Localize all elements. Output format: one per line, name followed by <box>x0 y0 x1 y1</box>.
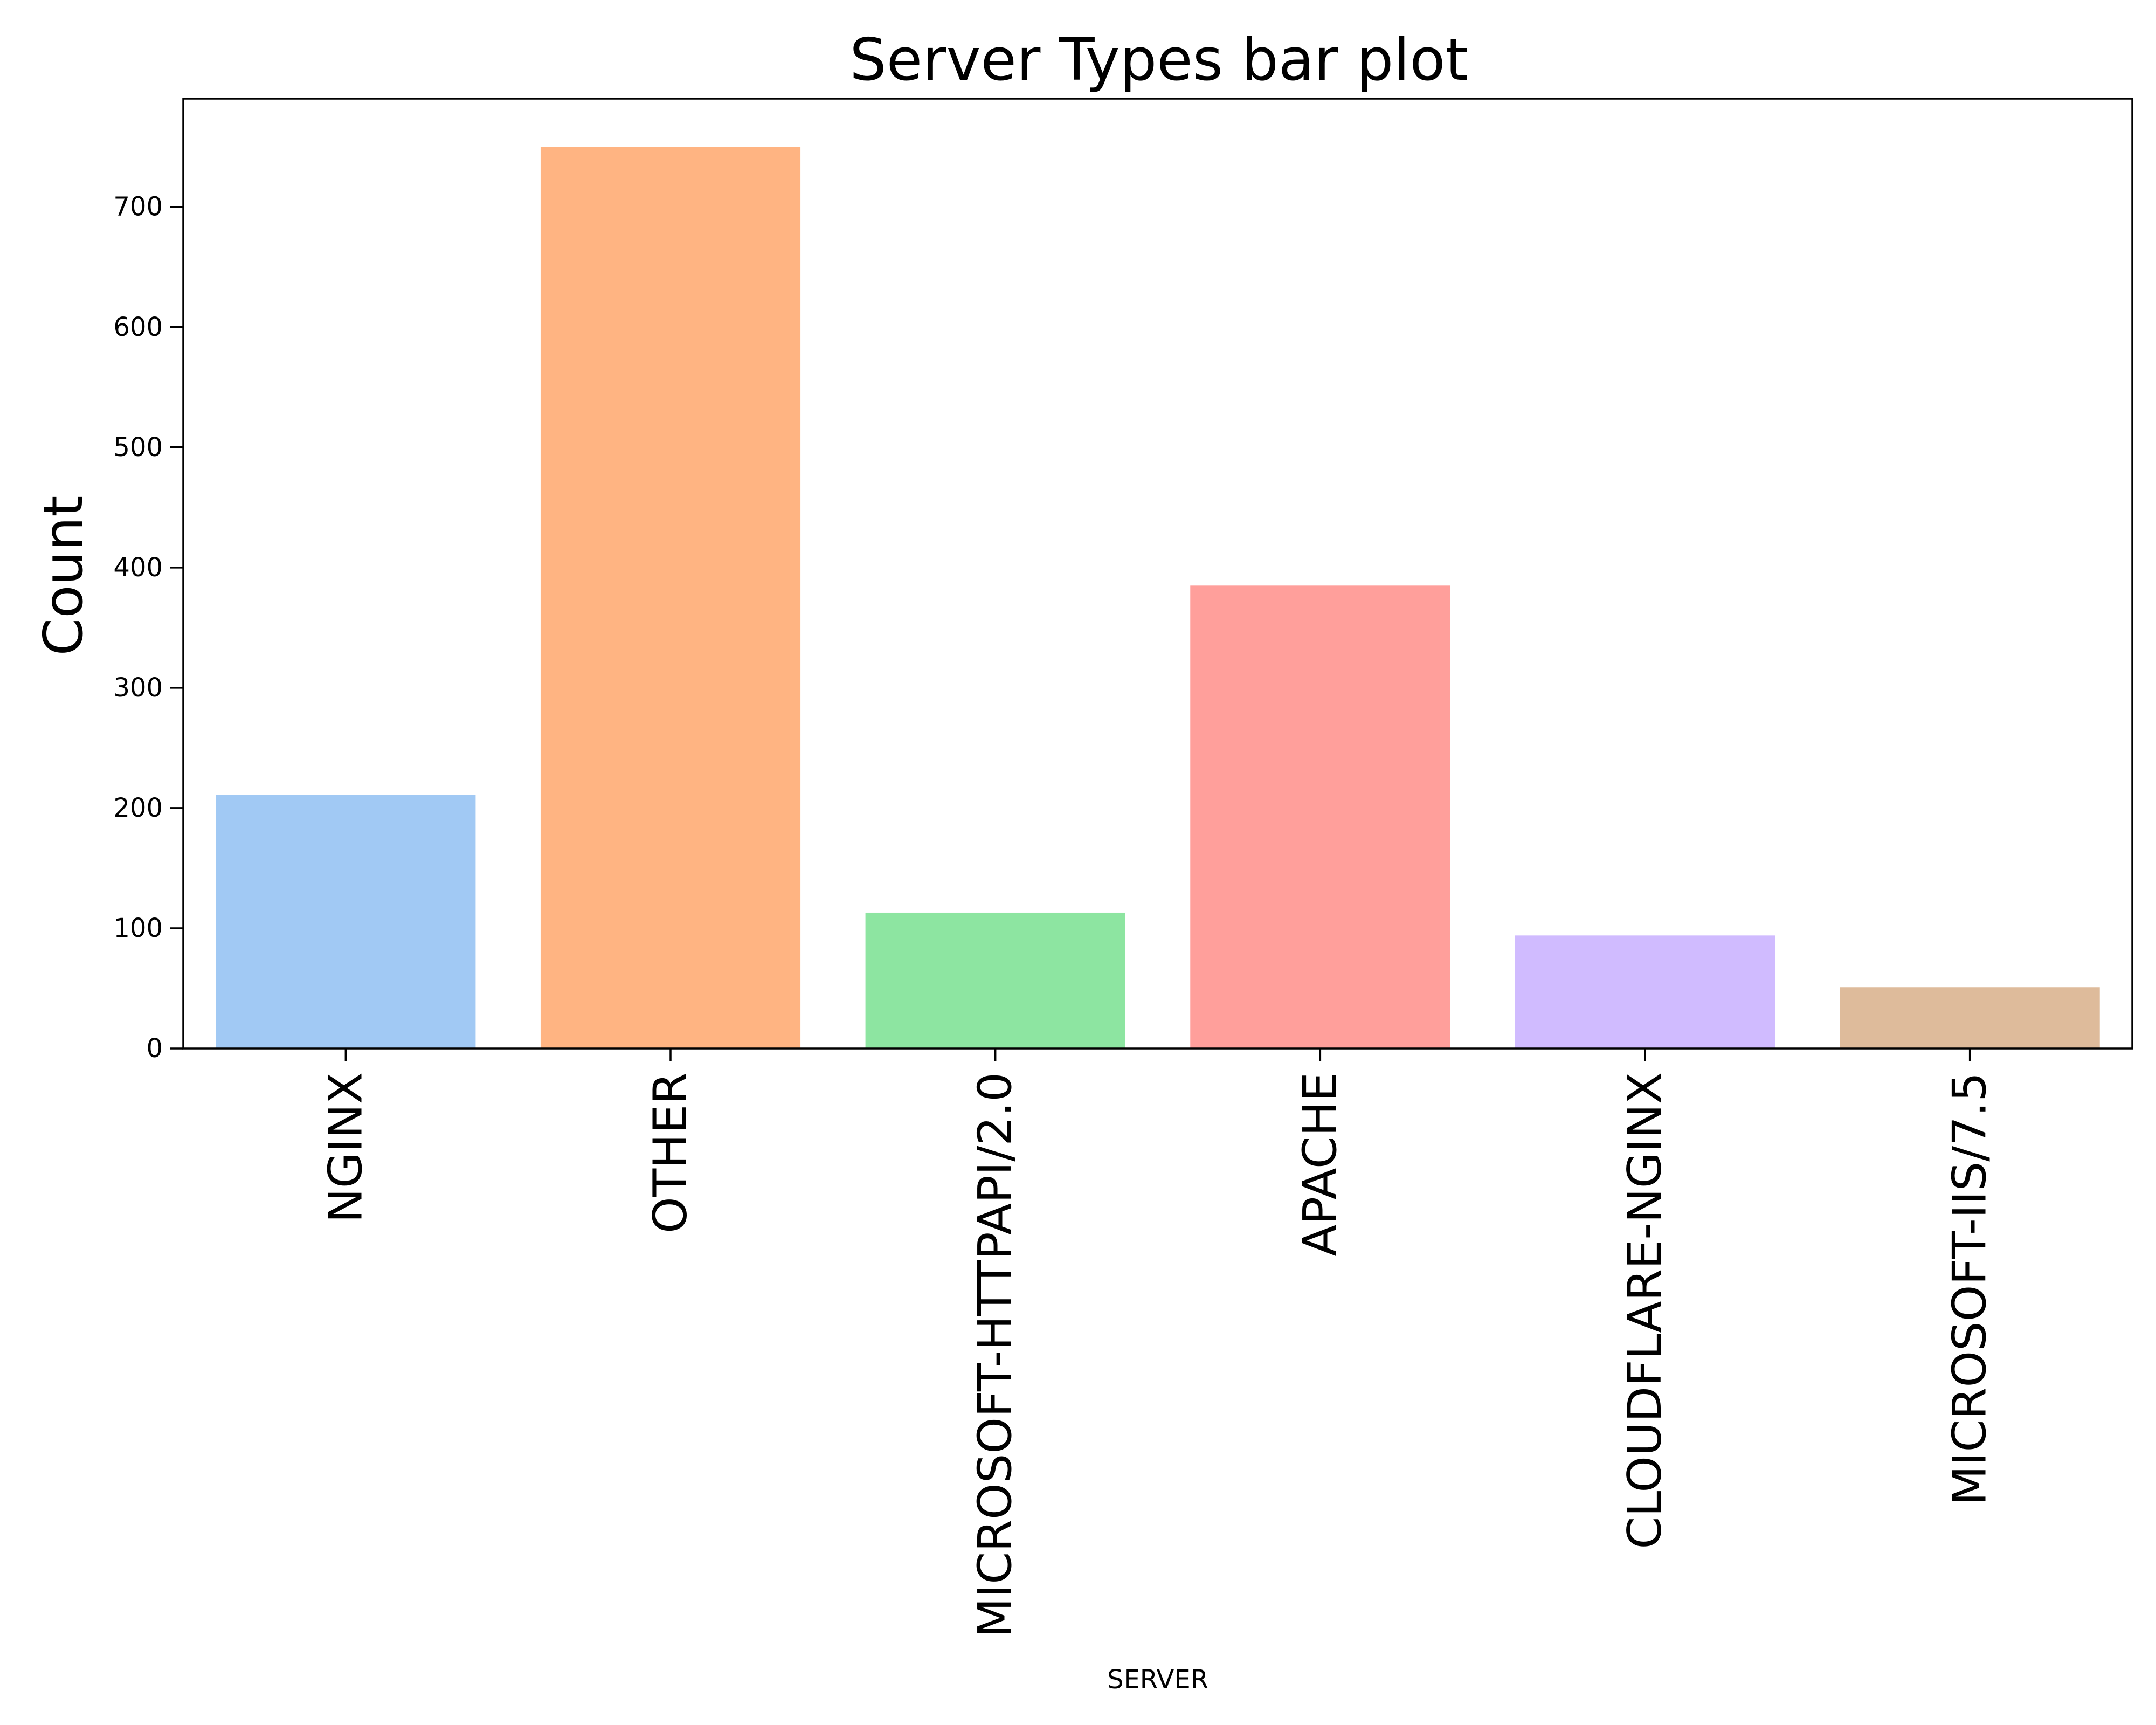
bar-3 <box>1190 585 1450 1048</box>
y-tick-label-1: 100 <box>113 913 163 943</box>
y-tick-label-6: 600 <box>113 312 163 342</box>
chart-title: Server Types bar plot <box>849 26 1468 94</box>
y-tick-label-7: 700 <box>113 192 163 222</box>
y-axis-ticks: 0 100 200 300 400 500 600 700 <box>113 192 183 1064</box>
x-tick-label-4: CLOUDFLARE-NGINX <box>1618 1072 1672 1549</box>
x-tick-label-3: APACHE <box>1293 1072 1347 1257</box>
y-tick-label-2: 200 <box>113 793 163 823</box>
bars-group <box>216 147 2100 1048</box>
bar-5 <box>1840 987 2100 1048</box>
x-tick-label-0: NGINX <box>319 1072 372 1223</box>
plot-frame <box>182 98 2133 1050</box>
x-tick-label-5: MICROSOFT-IIS/7.5 <box>1943 1072 1997 1506</box>
y-tick-label-3: 300 <box>113 673 163 703</box>
bar-4 <box>1515 935 1775 1048</box>
x-axis-label: SERVER <box>1107 1665 1208 1695</box>
y-axis-label: Count <box>32 496 95 656</box>
y-tick-label-0: 0 <box>146 1033 163 1064</box>
bar-0 <box>216 795 476 1048</box>
y-tick-label-5: 500 <box>113 432 163 463</box>
bar-1 <box>540 147 801 1048</box>
x-tick-label-2: MICROSOFT-HTTPAPI/2.0 <box>969 1072 1022 1638</box>
y-tick-label-4: 400 <box>113 553 163 583</box>
x-axis-ticks: NGINX OTHER MICROSOFT-HTTPAPI/2.0 APACHE CLO… <box>319 1048 1997 1638</box>
x-tick-label-1: OTHER <box>644 1072 697 1233</box>
bar-2 <box>865 912 1125 1048</box>
